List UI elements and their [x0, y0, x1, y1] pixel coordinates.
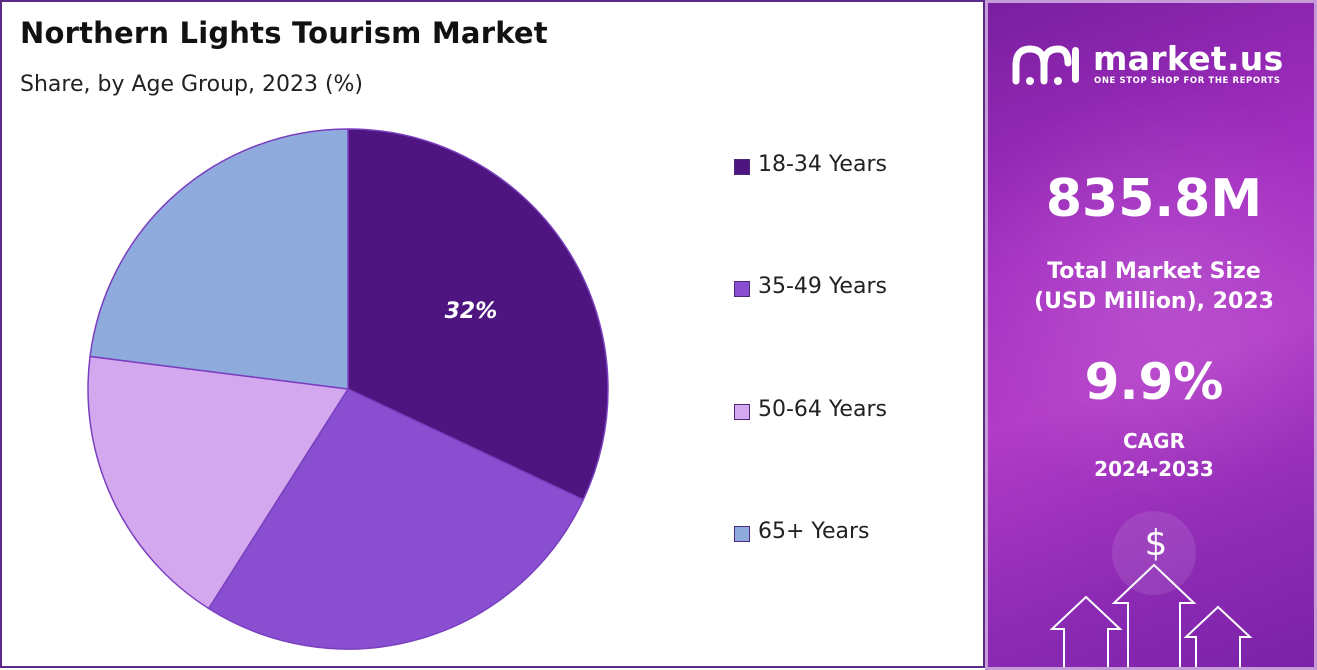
- legend-label: 65+ Years: [758, 519, 870, 544]
- legend-swatch: [734, 281, 750, 297]
- legend-label: 18-34 Years: [758, 152, 887, 177]
- cagr-label: CAGR 2024-2033: [988, 427, 1314, 483]
- market-size-value: 835.8M: [1045, 169, 1263, 229]
- chart-subtitle: Share, by Age Group, 2023 (%): [20, 72, 364, 97]
- cagr-label-line1: CAGR: [1123, 429, 1185, 453]
- growth-arrows-icon: $: [1049, 511, 1253, 667]
- logo-icon: [1012, 45, 1079, 85]
- market-size-label-line2: (USD Million), 2023: [1034, 289, 1274, 314]
- panel-glow: [988, 83, 1314, 503]
- pie-chart: 32%: [87, 128, 609, 650]
- cagr-label-line2: 2024-2033: [1094, 457, 1214, 481]
- brand-name: market.us: [1093, 39, 1284, 78]
- pie-data-label: 32%: [445, 299, 498, 324]
- legend-label: 35-49 Years: [758, 274, 887, 299]
- legend-swatch: [734, 404, 750, 420]
- market-size-label-line1: Total Market Size: [1047, 259, 1261, 284]
- legend-swatch: [734, 159, 750, 175]
- legend-label: 50-64 Years: [758, 397, 887, 422]
- market-size-label: Total Market Size (USD Million), 2023: [988, 257, 1314, 317]
- brand-logo: market.us ONE STOP SHOP FOR THE REPORTS: [1010, 39, 1310, 91]
- pie-slice-18-34-years: [347, 128, 609, 501]
- pie-slice-35-49-years: [207, 388, 585, 650]
- pie-slice-50-64-years: [87, 355, 350, 610]
- dollar-icon: $: [1145, 523, 1168, 564]
- brand-tagline: ONE STOP SHOP FOR THE REPORTS: [1094, 76, 1281, 86]
- pie-slice-65-years: [89, 128, 349, 390]
- stats-panel: market.us ONE STOP SHOP FOR THE REPORTS …: [985, 0, 1317, 670]
- legend-swatch: [734, 526, 750, 542]
- chart-title: Northern Lights Tourism Market: [20, 16, 548, 50]
- cagr-value: 9.9%: [1084, 353, 1224, 411]
- chart-frame: Northern Lights Tourism Market Share, by…: [0, 0, 985, 668]
